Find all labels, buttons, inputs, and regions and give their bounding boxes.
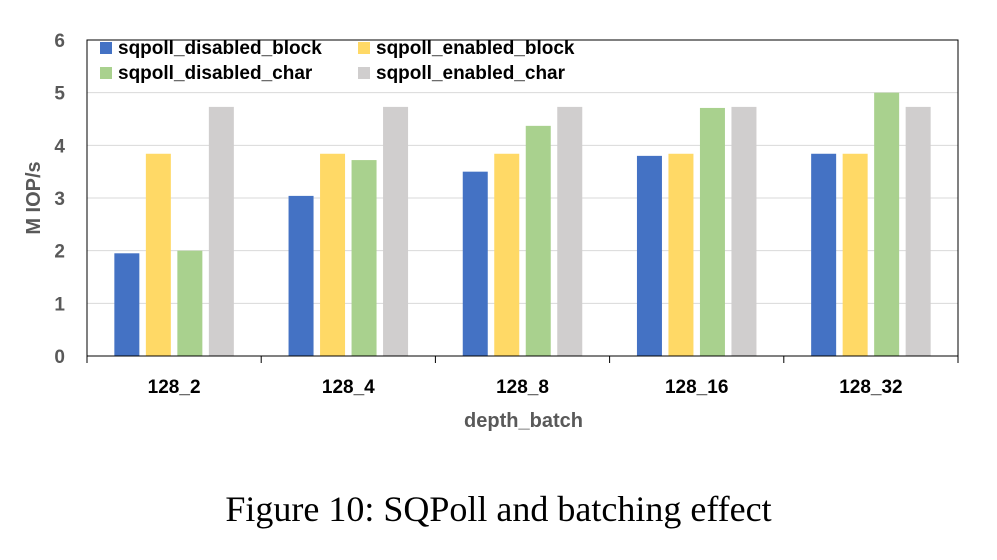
bar-sqpoll_enabled_block xyxy=(842,153,868,356)
x-tick-marks xyxy=(86,356,959,363)
x-category-label: 128_16 xyxy=(665,377,728,398)
x-category-labels: 128_2 128_4 128_8 128_16 128_32 xyxy=(148,377,903,398)
bars xyxy=(114,92,931,357)
x-category-label: 128_4 xyxy=(322,377,375,398)
bar-sqpoll_disabled_char xyxy=(874,92,900,357)
bar-sqpoll_enabled_block xyxy=(145,153,171,356)
x-category-label: 128_8 xyxy=(496,377,549,398)
legend-swatch-sqpoll_enabled_block xyxy=(358,42,370,54)
bar-sqpoll_disabled_block xyxy=(288,195,314,356)
y-tick-label: 5 xyxy=(54,84,65,105)
legend-label-sqpoll_disabled_block: sqpoll_disabled_block xyxy=(118,38,322,59)
legend-swatch-sqpoll_disabled_block xyxy=(100,42,112,54)
y-tick-label: 2 xyxy=(54,242,65,263)
legend-swatch-sqpoll_enabled_char xyxy=(358,67,370,79)
bar-sqpoll_disabled_char xyxy=(525,125,551,356)
figure-caption: Figure 10: SQPoll and batching effect xyxy=(225,489,772,529)
x-category-label: 128_2 xyxy=(148,377,201,398)
x-axis-title: depth_batch xyxy=(464,410,583,432)
bar-sqpoll_enabled_char xyxy=(905,106,931,357)
bar-sqpoll_enabled_char xyxy=(208,106,234,357)
bar-sqpoll_enabled_block xyxy=(494,153,520,356)
y-tick-label: 6 xyxy=(54,31,65,52)
bar-sqpoll_disabled_block xyxy=(462,171,488,356)
bar-sqpoll_enabled_char xyxy=(383,106,409,357)
legend-label-sqpoll_disabled_char: sqpoll_disabled_char xyxy=(118,63,313,84)
bar-sqpoll_disabled_block xyxy=(636,155,662,356)
y-tick-labels: 0 1 2 3 4 5 6 xyxy=(54,31,65,368)
bar-sqpoll_disabled_block xyxy=(811,153,837,356)
bar-sqpoll_enabled_char xyxy=(731,106,757,357)
y-tick-label: 4 xyxy=(54,136,65,157)
bar-sqpoll_enabled_block xyxy=(320,153,346,356)
bar-sqpoll_disabled_char xyxy=(177,250,203,356)
plot-border xyxy=(86,39,959,357)
bar-sqpoll_disabled_char xyxy=(699,107,725,356)
legend-label-sqpoll_enabled_char: sqpoll_enabled_char xyxy=(376,63,566,84)
bar-sqpoll_enabled_char xyxy=(557,106,583,357)
bar-sqpoll_enabled_block xyxy=(668,153,694,356)
y-tick-label: 0 xyxy=(54,347,65,368)
legend-label-sqpoll_enabled_block: sqpoll_enabled_block xyxy=(376,38,575,59)
bar-sqpoll_disabled_block xyxy=(114,253,140,356)
legend-swatch-sqpoll_disabled_char xyxy=(100,67,112,79)
bar-chart: 0 1 2 3 4 5 6 128_2 128_4 128_8 128_16 128_32 M IO… xyxy=(23,31,959,432)
y-tick-label: 3 xyxy=(54,189,65,210)
legend: sqpoll_disabled_block sqpoll_enabled_bloc… xyxy=(100,38,575,84)
bar-sqpoll_disabled_char xyxy=(351,160,377,356)
y-tick-label: 1 xyxy=(54,294,65,315)
x-category-label: 128_32 xyxy=(839,377,902,398)
y-axis-title: M IOP/s xyxy=(23,161,45,234)
